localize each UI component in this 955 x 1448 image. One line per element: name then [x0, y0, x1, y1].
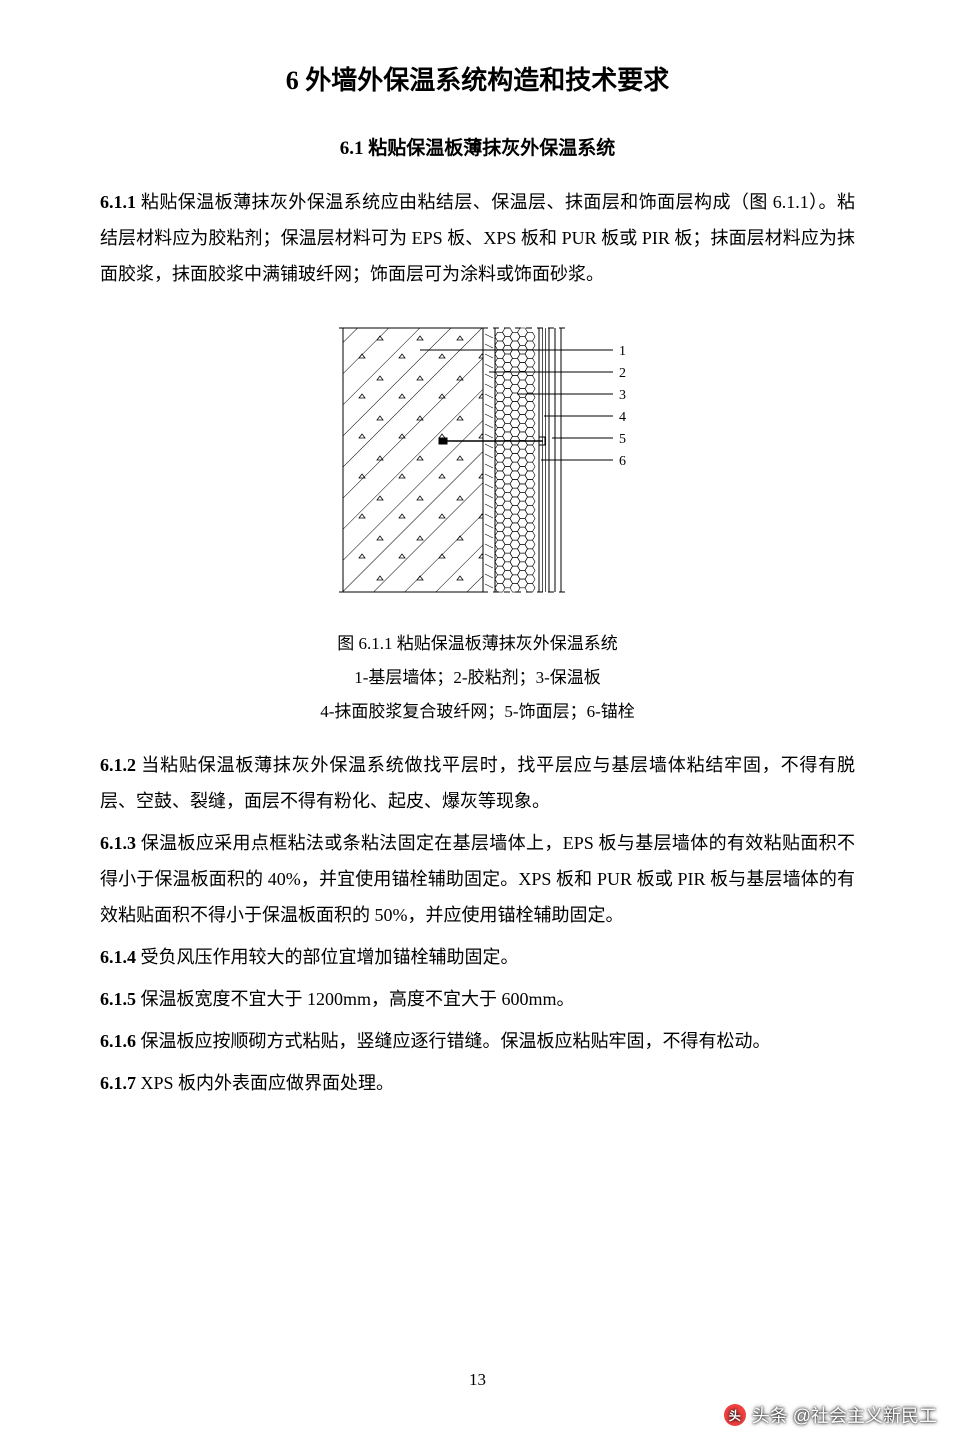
- para-num: 6.1.5: [100, 989, 136, 1009]
- para-6-1-1: 6.1.1 粘贴保温板薄抹灰外保温系统应由粘结层、保温层、抹面层和饰面层构成（图…: [100, 184, 855, 292]
- para-6-1-6: 6.1.6 保温板应按顺砌方式粘贴，竖缝应逐行错缝。保温板应粘贴牢固，不得有松动…: [100, 1023, 855, 1059]
- para-text: 保温板应采用点框粘法或条粘法固定在基层墙体上，EPS 板与基层墙体的有效粘贴面积…: [100, 833, 855, 925]
- para-num: 6.1.1: [100, 192, 136, 212]
- svg-text:2: 2: [619, 366, 626, 381]
- section-title: 6.1 粘贴保温板薄抹灰外保温系统: [100, 133, 855, 160]
- para-text: 当粘贴保温板薄抹灰外保温系统做找平层时，找平层应与基层墙体粘结牢固，不得有脱层、…: [100, 755, 855, 811]
- chapter-title: 6 外墙外保温系统构造和技术要求: [100, 60, 855, 97]
- figure-6-1-1: 1 2 3 4 5 6: [100, 310, 855, 615]
- svg-text:4: 4: [619, 410, 626, 425]
- para-num: 6.1.6: [100, 1031, 136, 1051]
- para-6-1-7: 6.1.7 XPS 板内外表面应做界面处理。: [100, 1065, 855, 1101]
- svg-text:6: 6: [619, 454, 626, 469]
- para-num: 6.1.7: [100, 1073, 136, 1093]
- watermark-text: 头条 @社会主义新民工: [752, 1402, 937, 1428]
- para-6-1-2: 6.1.2 当粘贴保温板薄抹灰外保温系统做找平层时，找平层应与基层墙体粘结牢固，…: [100, 747, 855, 819]
- svg-text:3: 3: [619, 388, 626, 403]
- figure-caption-line2: 4-抹面胶浆复合玻纤网；5-饰面层；6-锚栓: [100, 695, 855, 729]
- para-text: 受负风压作用较大的部位宜增加锚栓辅助固定。: [136, 947, 519, 967]
- para-num: 6.1.4: [100, 947, 136, 967]
- para-num: 6.1.3: [100, 833, 136, 853]
- svg-text:5: 5: [619, 432, 626, 447]
- para-6-1-5: 6.1.5 保温板宽度不宜大于 1200mm，高度不宜大于 600mm。: [100, 981, 855, 1017]
- para-text: 保温板应按顺砌方式粘贴，竖缝应逐行错缝。保温板应粘贴牢固，不得有松动。: [136, 1031, 771, 1051]
- figure-caption-title: 图 6.1.1 粘贴保温板薄抹灰外保温系统: [100, 627, 855, 661]
- svg-text:1: 1: [619, 344, 626, 359]
- watermark: 头 头条 @社会主义新民工: [724, 1402, 937, 1428]
- para-text: 保温板宽度不宜大于 1200mm，高度不宜大于 600mm。: [136, 989, 575, 1009]
- para-6-1-4: 6.1.4 受负风压作用较大的部位宜增加锚栓辅助固定。: [100, 939, 855, 975]
- wall-section-diagram: 1 2 3 4 5 6: [313, 310, 643, 610]
- toutiao-icon: 头: [724, 1404, 746, 1426]
- page-number: 13: [0, 1370, 955, 1390]
- para-6-1-3: 6.1.3 保温板应采用点框粘法或条粘法固定在基层墙体上，EPS 板与基层墙体的…: [100, 825, 855, 933]
- figure-caption-line1: 1-基层墙体；2-胶粘剂；3-保温板: [100, 661, 855, 695]
- para-text: XPS 板内外表面应做界面处理。: [136, 1073, 394, 1093]
- para-text: 粘贴保温板薄抹灰外保温系统应由粘结层、保温层、抹面层和饰面层构成（图 6.1.1…: [100, 192, 855, 284]
- para-num: 6.1.2: [100, 755, 136, 775]
